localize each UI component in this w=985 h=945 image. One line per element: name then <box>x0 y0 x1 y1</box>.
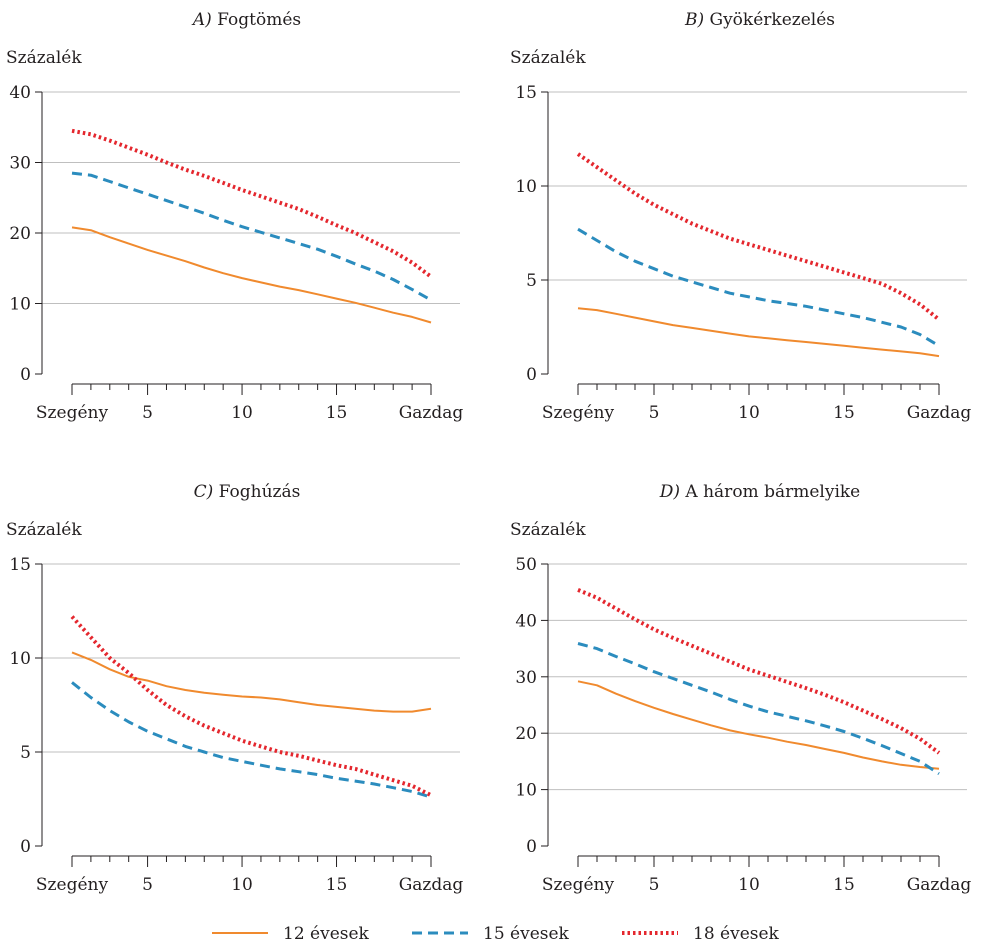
panel-b-xtick-label: 15 <box>833 403 855 423</box>
panel-a-ytick-label: 10 <box>9 295 31 315</box>
panel-b-ytick-label: 5 <box>526 271 537 291</box>
panel-d-title-letter: D) <box>659 482 680 502</box>
panel-a-series-solid <box>71 226 432 324</box>
panel-d-ytick-label: 40 <box>515 611 537 631</box>
panel-d-xtick-label: 15 <box>833 875 855 895</box>
panel-d-xtick-label: 5 <box>649 875 660 895</box>
panel-c: C) Foghúzás Százalék 0 5 10 15 Szegény 5 10 15 G… <box>6 482 463 895</box>
panel-c-title-text: Foghúzás <box>219 482 301 502</box>
panel-d-ytick-label: 50 <box>515 555 537 575</box>
panel-c-series-dotted <box>70 615 432 797</box>
legend: 12 évesek 15 évesek 18 évesek <box>212 924 780 944</box>
panel-c-xtick-label: Szegény <box>36 875 109 895</box>
panel-c-ytick-label: 15 <box>9 555 31 575</box>
panel-c-series-dashed <box>71 681 432 799</box>
panel-c-title-letter: C) <box>194 482 214 502</box>
panel-b: B) Gyökérkezelés Százalék 0 5 10 15 Szegény 5… <box>510 10 971 423</box>
legend-label-15: 15 évesek <box>483 924 570 944</box>
panel-c-title: C) Foghúzás <box>194 482 301 502</box>
panel-a-title-letter: A) <box>191 10 212 30</box>
panel-d-xtick-label: 10 <box>738 875 760 895</box>
panel-d-plot: 0 10 20 30 40 50 Szegény 5 10 15 Gazdag <box>515 555 971 895</box>
panel-b-series-dotted <box>576 152 941 322</box>
panel-a-xtick-label: Gazdag <box>399 403 464 423</box>
panel-d-title-text: A három bármelyike <box>684 482 860 502</box>
panel-c-ytick-label: 5 <box>20 743 31 763</box>
panel-b-ytick-label: 0 <box>526 365 537 385</box>
panel-c-xtick-label: 10 <box>231 875 253 895</box>
panel-b-ytick-label: 15 <box>515 83 537 103</box>
legend-label-18: 18 évesek <box>693 924 780 944</box>
panel-b-xtick-label: 5 <box>649 403 660 423</box>
panel-d-xtick-label: Szegény <box>542 875 615 895</box>
panel-b-xtick-label: 10 <box>738 403 760 423</box>
panel-d-ytick-label: 20 <box>515 724 537 744</box>
panel-d-ytick-label: 30 <box>515 668 537 688</box>
panel-b-ytick-label: 10 <box>515 177 537 197</box>
panel-a-ytick-label: 0 <box>20 365 31 385</box>
panel-a: A) Fogtömés Százalék 0 10 20 30 40 Szegény 5 10… <box>6 10 463 423</box>
panel-a-plot: 0 10 20 30 40 Szegény 5 10 15 Gazdag <box>9 83 463 423</box>
panel-a-title: A) Fogtömés <box>191 10 301 30</box>
panel-c-ylabel: Százalék <box>6 520 82 540</box>
panel-a-ytick-label: 30 <box>9 154 31 174</box>
panel-a-title-text: Fogtömés <box>217 10 301 30</box>
panel-b-xtick-label: Gazdag <box>907 403 972 423</box>
panel-a-xtick-label: 10 <box>231 403 253 423</box>
panel-d-title: D) A három bármelyike <box>659 482 861 502</box>
panel-b-ylabel: Százalék <box>510 48 586 68</box>
panel-c-xtick-label: 15 <box>326 875 348 895</box>
panel-b-xtick-label: Szegény <box>542 403 615 423</box>
panel-d: D) A három bármelyike Százalék 0 10 20 30 40… <box>510 482 971 895</box>
panel-a-ylabel: Százalék <box>6 48 82 68</box>
panel-a-xtick-label: 15 <box>326 403 348 423</box>
panel-d-series-dotted <box>577 588 941 755</box>
panel-a-ytick-label: 40 <box>9 83 31 103</box>
panel-b-title-text: Gyökérkezelés <box>710 10 836 30</box>
panel-c-plot: 0 5 10 15 Szegény 5 10 15 Gazdag <box>9 555 463 895</box>
panel-d-series-dashed <box>577 642 940 776</box>
panel-a-series-dotted <box>71 128 433 279</box>
panel-b-series-solid <box>577 307 940 358</box>
panel-c-xtick-label: 5 <box>142 875 153 895</box>
panel-d-ytick-label: 0 <box>526 837 537 857</box>
panel-b-series-dashed <box>577 227 940 348</box>
panel-a-xtick-label: 5 <box>142 403 153 423</box>
panel-c-series-solid <box>71 651 432 713</box>
panel-b-title: B) Gyökérkezelés <box>684 10 835 30</box>
panel-d-xtick-label: Gazdag <box>907 875 972 895</box>
panel-d-ytick-label: 10 <box>515 781 537 801</box>
panel-a-xtick-label: Szegény <box>36 403 109 423</box>
panel-c-ytick-label: 0 <box>20 837 31 857</box>
legend-label-12: 12 évesek <box>283 924 370 944</box>
panel-a-ytick-label: 20 <box>9 224 31 244</box>
panel-b-title-letter: B) <box>684 10 704 30</box>
panel-d-ylabel: Százalék <box>510 520 586 540</box>
panel-b-plot: 0 5 10 15 Szegény 5 10 15 Gazdag <box>515 83 971 423</box>
panel-d-series-solid <box>577 680 940 770</box>
panel-c-ytick-label: 10 <box>9 649 31 669</box>
panel-c-xtick-label: Gazdag <box>399 875 464 895</box>
